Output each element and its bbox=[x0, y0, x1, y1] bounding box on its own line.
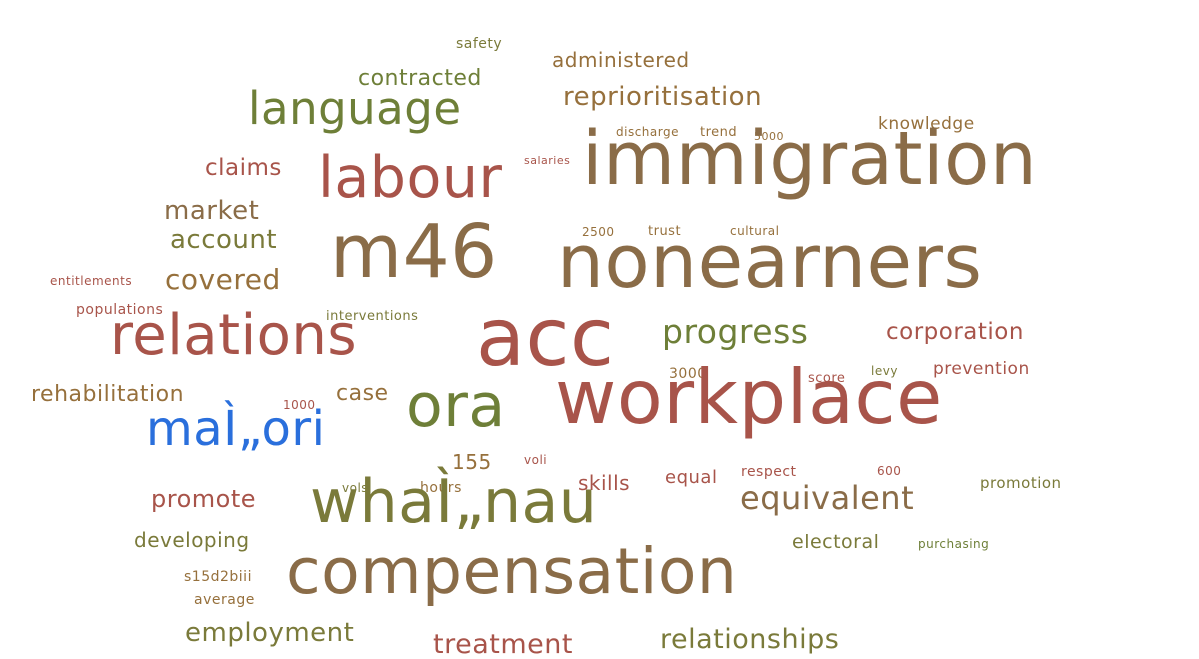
word-acc: acc bbox=[476, 291, 615, 384]
word-salaries: salaries bbox=[524, 154, 571, 167]
word-voli: voli bbox=[524, 453, 548, 467]
word-rehabilitation: rehabilitation bbox=[31, 382, 185, 407]
word-155: 155 bbox=[452, 450, 492, 474]
word-s15d2biii: s15d2biii bbox=[184, 569, 252, 585]
word-knowledge: knowledge bbox=[878, 114, 975, 134]
word-2500: 2500 bbox=[582, 225, 615, 239]
word-safety: safety bbox=[456, 36, 503, 52]
word-hours: hours bbox=[420, 480, 462, 496]
word-equivalent: equivalent bbox=[740, 479, 915, 517]
word-trend: trend bbox=[700, 125, 738, 140]
word-m46: m46 bbox=[330, 209, 498, 295]
word-skills: skills bbox=[578, 471, 631, 495]
word-treatment: treatment bbox=[433, 629, 573, 659]
word-entitlements: entitlements bbox=[50, 274, 133, 288]
word-electoral: electoral bbox=[792, 531, 880, 553]
word-respect: respect bbox=[741, 464, 797, 480]
word-score: score bbox=[808, 371, 846, 386]
word-corporation: corporation bbox=[886, 319, 1024, 345]
word-account: account bbox=[170, 225, 278, 255]
word-purchasing: purchasing bbox=[918, 537, 990, 551]
word-covered: covered bbox=[165, 263, 281, 296]
word-vols: vols bbox=[342, 481, 369, 495]
word-ora: ora bbox=[406, 371, 506, 441]
word-cultural: cultural bbox=[730, 224, 780, 238]
word-levy: levy bbox=[871, 364, 898, 378]
word-immigration: immigration bbox=[582, 116, 1038, 202]
word-nonearners: nonearners bbox=[557, 219, 983, 305]
word-maori: maÌ„ori bbox=[146, 401, 326, 457]
word-administered: administered bbox=[552, 48, 690, 72]
word-case: case bbox=[336, 381, 389, 406]
word-interventions: interventions bbox=[326, 309, 419, 324]
word-labour: labour bbox=[318, 145, 503, 211]
word-populations: populations bbox=[76, 302, 164, 318]
word-prevention: prevention bbox=[933, 359, 1030, 379]
word-workplace: workplace bbox=[555, 353, 943, 441]
word-claims: claims bbox=[205, 155, 282, 181]
word-compensation: compensation bbox=[286, 535, 738, 608]
word-language: language bbox=[248, 82, 462, 135]
word-relationships: relationships bbox=[660, 624, 840, 655]
word-promote: promote bbox=[151, 485, 256, 513]
word-employment: employment bbox=[185, 618, 355, 648]
word-discharge: discharge bbox=[616, 125, 679, 139]
word-1000: 1000 bbox=[283, 398, 316, 412]
word-developing: developing bbox=[134, 528, 250, 552]
word-5000: 5000 bbox=[754, 130, 784, 143]
word-progress: progress bbox=[662, 312, 809, 351]
word-trust: trust bbox=[648, 224, 682, 239]
word-3000: 3000 bbox=[669, 366, 707, 382]
word-market: market bbox=[164, 196, 260, 226]
word-equal: equal bbox=[665, 467, 718, 488]
word-relations: relations bbox=[110, 303, 358, 368]
word-reprioritisation: reprioritisation bbox=[563, 82, 763, 112]
word-whanau: whaÌ„nau bbox=[310, 467, 598, 537]
word-average: average bbox=[194, 592, 255, 608]
word-contracted: contracted bbox=[358, 66, 482, 91]
word-600: 600 bbox=[877, 464, 902, 478]
word-promotion: promotion bbox=[980, 474, 1062, 492]
